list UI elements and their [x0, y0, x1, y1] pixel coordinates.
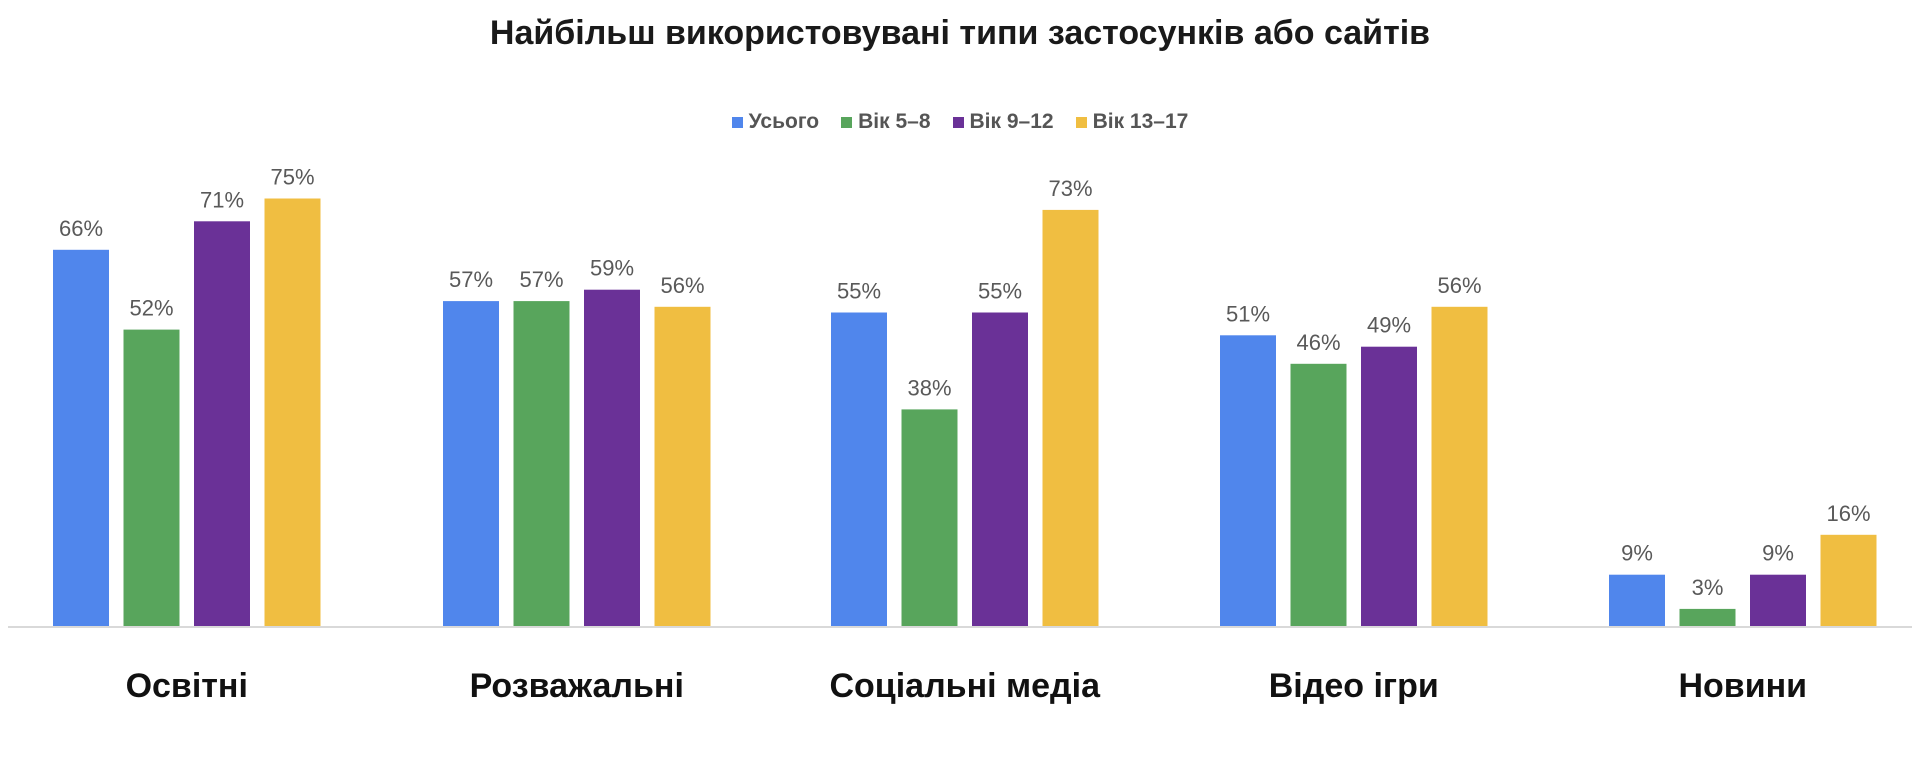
- data-label: 46%: [1296, 330, 1340, 355]
- legend-swatch: [952, 116, 964, 128]
- bar: [1220, 335, 1276, 626]
- data-label: 55%: [837, 279, 881, 304]
- bar: [1750, 574, 1806, 626]
- bar: [443, 301, 499, 626]
- bar: [972, 312, 1028, 626]
- bar: [264, 198, 321, 626]
- bar: [901, 409, 958, 626]
- bar: [123, 329, 180, 626]
- data-label: 66%: [59, 216, 103, 241]
- data-label: 9%: [1621, 541, 1653, 566]
- legend-item: Вік 9–12: [952, 110, 1054, 134]
- legend-label: Усього: [748, 110, 820, 133]
- bar: [1431, 306, 1488, 626]
- data-label: 59%: [590, 256, 634, 281]
- legend-swatch: [1075, 116, 1087, 128]
- legend-label: Вік 13–17: [1092, 110, 1189, 133]
- bar: [53, 249, 109, 627]
- data-label: 9%: [1762, 541, 1794, 566]
- legend-swatch: [841, 116, 853, 128]
- legend-swatch: [731, 116, 743, 128]
- bar: [1042, 209, 1099, 626]
- category-label: Соціальні медіа: [829, 667, 1101, 705]
- bar: [194, 221, 250, 627]
- data-label: 49%: [1367, 313, 1411, 338]
- bar: [654, 306, 711, 626]
- data-label: 51%: [1226, 301, 1270, 326]
- bar: [1361, 346, 1417, 626]
- legend-label: Вік 5–8: [858, 110, 931, 133]
- bar: [1679, 608, 1736, 626]
- category-label: Відео ігри: [1269, 667, 1439, 705]
- data-label: 56%: [660, 273, 704, 298]
- data-label: 55%: [978, 279, 1022, 304]
- category-label: Освітні: [126, 667, 248, 705]
- chart-title: Найбільш використовувані типи застосункі…: [489, 14, 1431, 52]
- legend-item: Вік 5–8: [841, 110, 931, 134]
- bar: [1609, 574, 1665, 626]
- bar: [831, 312, 887, 626]
- data-label: 71%: [200, 187, 244, 212]
- data-label: 75%: [270, 165, 314, 190]
- legend: Усього Вік 5–8 Вік 9–12 Вік 13–17: [0, 110, 1920, 134]
- data-label: 57%: [449, 267, 493, 292]
- data-label: 52%: [129, 296, 173, 321]
- bar: [1290, 363, 1347, 626]
- bar: [513, 301, 570, 626]
- category-label: Новини: [1678, 667, 1807, 705]
- bar: [1820, 534, 1877, 626]
- data-label: 73%: [1048, 176, 1092, 201]
- data-label: 57%: [519, 267, 563, 292]
- data-label: 3%: [1692, 575, 1724, 600]
- legend-item: Вік 13–17: [1075, 110, 1189, 134]
- data-label: 38%: [907, 375, 951, 400]
- data-label: 16%: [1826, 501, 1870, 526]
- legend-label: Вік 9–12: [969, 110, 1054, 133]
- category-label: Розважальні: [470, 667, 684, 705]
- bar: [584, 289, 640, 626]
- data-label: 56%: [1437, 273, 1481, 298]
- legend-item: Усього: [731, 110, 820, 134]
